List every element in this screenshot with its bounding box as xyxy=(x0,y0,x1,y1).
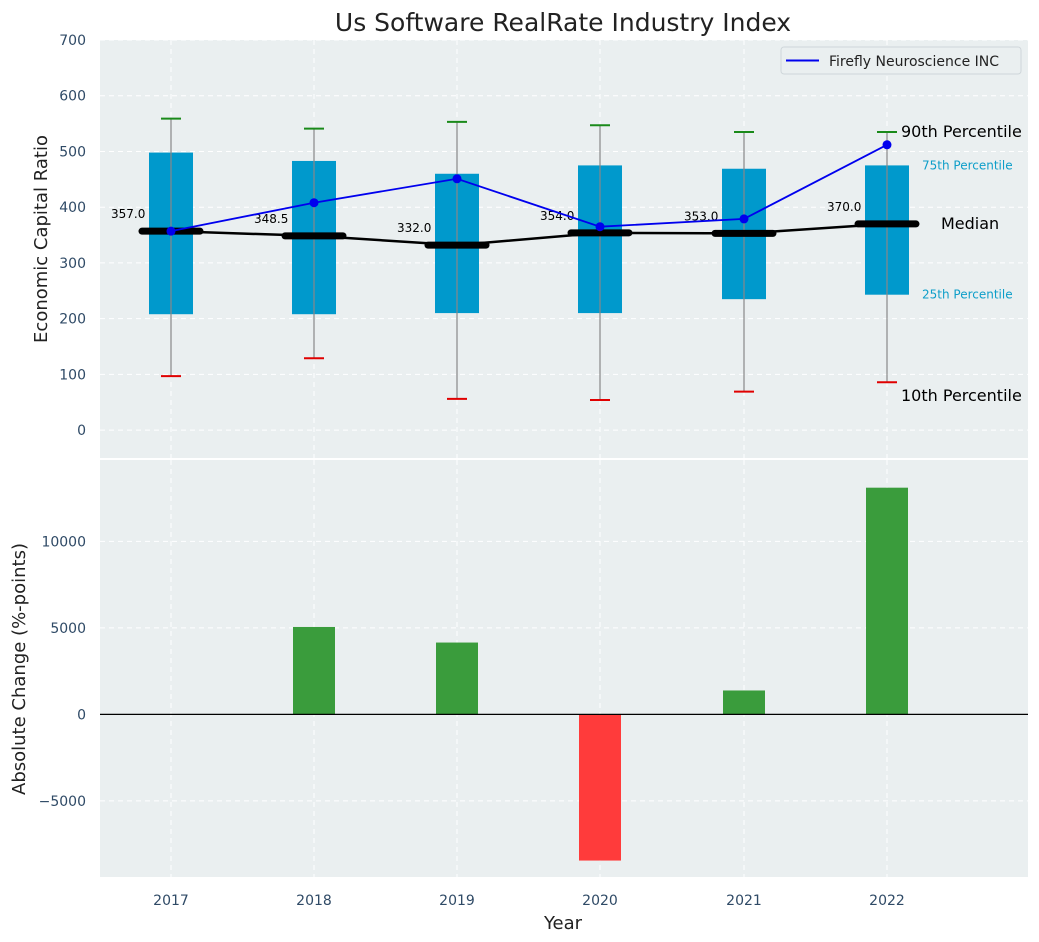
x-tick-label: 2022 xyxy=(869,893,905,909)
x-tick-label: 2019 xyxy=(439,893,475,909)
top-y-axis-label: Economic Capital Ratio xyxy=(31,135,52,343)
median-value-label: 370.0 xyxy=(827,200,861,214)
bottom-y-tick-label: −5000 xyxy=(39,794,86,810)
top-y-tick-label: 200 xyxy=(59,312,86,328)
change-bar xyxy=(723,690,765,715)
p75-annotation: 75th Percentile xyxy=(922,158,1013,172)
company-series-point xyxy=(595,222,605,232)
company-series-point xyxy=(166,226,176,236)
company-series-point xyxy=(739,214,749,224)
bottom-y-axis-label: Absolute Change (%-points) xyxy=(9,543,30,795)
top-y-tick-label: 600 xyxy=(59,89,86,105)
change-bar xyxy=(436,642,478,715)
company-series-line xyxy=(170,143,888,233)
x-tick-label: 2021 xyxy=(726,893,762,909)
legend-box xyxy=(780,46,1022,75)
top-y-tick-label: 300 xyxy=(59,256,86,272)
median-value-label: 348.5 xyxy=(254,212,288,226)
chart-title: Us Software RealRate Industry Index xyxy=(335,8,791,37)
x-tick-label: 2017 xyxy=(153,893,189,909)
legend-label: Firefly Neuroscience INC xyxy=(829,54,999,70)
legend: Firefly Neuroscience INC xyxy=(780,46,1022,75)
bottom-y-tick-label: 0 xyxy=(77,707,86,723)
median-value-label: 332.0 xyxy=(397,221,431,235)
median-trend-line xyxy=(170,222,888,247)
bottom-y-tick-label: 10000 xyxy=(41,534,86,550)
median-value-label: 357.0 xyxy=(111,207,145,221)
company-series-point xyxy=(452,174,462,184)
p10-annotation: 10th Percentile xyxy=(901,386,1022,405)
median-value-label: 354.0 xyxy=(540,209,574,223)
x-tick-label: 2018 xyxy=(296,893,332,909)
company-series-point xyxy=(309,198,319,208)
change-bar-panel: −5000 0 5000 10000 2017 2018 2019 2020 2021 2022 xyxy=(39,460,1028,909)
top-y-tick-label: 0 xyxy=(77,423,86,439)
change-bar xyxy=(293,626,335,715)
top-y-tick-label: 700 xyxy=(59,33,86,49)
p25-annotation: 25th Percentile xyxy=(922,288,1013,302)
x-axis-label: Year xyxy=(543,913,583,934)
x-tick-label: 2020 xyxy=(582,893,618,909)
top-y-tick-label: 100 xyxy=(59,367,86,383)
p90-annotation: 90th Percentile xyxy=(901,122,1022,141)
top-y-tick-label: 400 xyxy=(59,200,86,216)
bottom-y-tick-label: 5000 xyxy=(50,621,86,637)
change-bar xyxy=(866,487,908,715)
median-annotation: Median xyxy=(941,214,999,233)
company-series-point xyxy=(882,140,892,150)
change-bar xyxy=(579,714,621,861)
box-plot-panel: 0 100 200 300 400 500 600 700 357.0 348.5 332.0 354… xyxy=(59,33,1028,458)
top-y-tick-label: 500 xyxy=(59,144,86,160)
